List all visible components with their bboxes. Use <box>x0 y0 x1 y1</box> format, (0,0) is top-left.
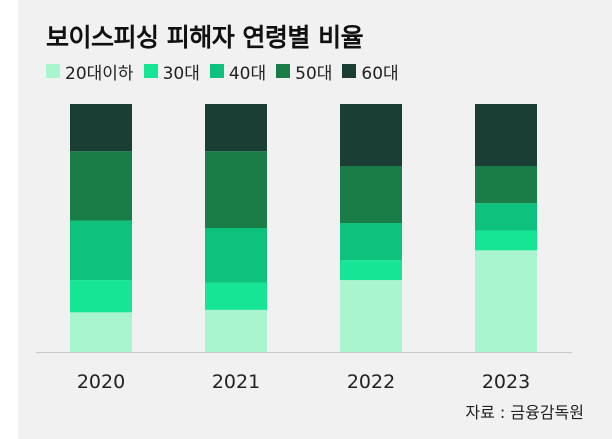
bar-segment-2023-3 <box>475 166 537 204</box>
bar-segment-2022-1 <box>340 260 402 281</box>
bar-segment-2023-1 <box>475 230 537 251</box>
bar-segment-2021-3 <box>205 151 267 228</box>
bar-segment-2020-2 <box>70 220 132 281</box>
bar-segment-2022-0 <box>340 280 402 352</box>
x-tick-label: 2023 <box>482 371 530 393</box>
bar-segment-2021-0 <box>205 309 267 352</box>
bar-segment-2023-4 <box>475 104 537 166</box>
bar-segment-2020-3 <box>70 151 132 221</box>
bar-segment-2020-4 <box>70 104 132 152</box>
legend-swatch <box>209 64 224 78</box>
x-tick-label: 2020 <box>77 371 125 393</box>
bar-segment-2021-1 <box>205 282 267 310</box>
legend-swatch <box>143 64 158 78</box>
chart-card: 보이스피싱 피해자 연령별 비율 20대이하 30대 40대 50대 60대 2… <box>18 0 612 439</box>
bar-segment-2021-4 <box>205 104 267 152</box>
bar-segment-2020-1 <box>70 280 132 313</box>
legend-swatch <box>46 64 60 78</box>
bar-segment-2023-2 <box>475 203 537 231</box>
bar-segment-2022-3 <box>340 166 402 224</box>
x-tick-label: 2021 <box>212 371 260 393</box>
legend-item-50s: 50대 <box>276 59 332 84</box>
legend-swatch <box>276 64 291 78</box>
legend-item-40s: 40대 <box>209 59 267 84</box>
legend-item-60s: 60대 <box>342 59 399 84</box>
legend-label: 40대 <box>228 63 267 84</box>
source-note: 자료 : 금융감독원 <box>465 403 584 422</box>
legend-label: 60대 <box>361 63 399 84</box>
bar-chart: 2020 2021 2022 2023 <box>36 104 572 393</box>
chart-legend: 20대이하 30대 40대 50대 60대 <box>46 59 409 84</box>
legend-label: 20대이하 <box>65 63 134 84</box>
legend-swatch <box>342 64 357 78</box>
bar-segment-2022-4 <box>340 104 402 166</box>
bar-segment-2023-0 <box>475 250 537 352</box>
legend-label: 50대 <box>295 63 333 84</box>
bar-segment-2021-2 <box>205 228 267 283</box>
x-tick-label: 2022 <box>347 371 395 393</box>
chart-title: 보이스피싱 피해자 연령별 비율 <box>46 23 364 52</box>
legend-label: 30대 <box>162 63 200 84</box>
legend-item-30s: 30대 <box>143 59 200 84</box>
bar-segment-2020-0 <box>70 312 132 352</box>
bar-segment-2022-2 <box>340 223 402 261</box>
legend-item-20s-under: 20대이하 <box>46 59 134 84</box>
